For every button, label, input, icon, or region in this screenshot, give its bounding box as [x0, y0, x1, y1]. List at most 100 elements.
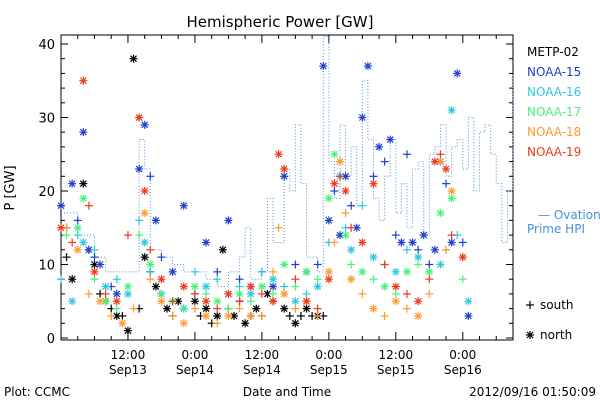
noaa-18-south-point	[425, 289, 434, 298]
noaa-15-north-point	[324, 216, 333, 225]
marker-stroke-d2	[409, 239, 416, 246]
noaa-18-north-point	[118, 319, 127, 328]
ovation-step-line	[61, 36, 514, 288]
noaa-18-south-point	[291, 304, 300, 313]
marker-legend-south: south	[526, 298, 574, 312]
marker-stroke-d2	[280, 305, 288, 313]
legend-noaa-16: NOAA-16	[527, 85, 581, 99]
marker-stroke-d2	[403, 268, 411, 276]
marker-stroke-d2	[280, 165, 288, 173]
marker-stroke-d2	[224, 216, 232, 224]
noaa-15-south-point	[414, 245, 423, 254]
noaa-17-north-point	[190, 282, 199, 291]
marker-stroke-d2	[202, 297, 210, 305]
marker-stroke-d2	[85, 246, 93, 254]
x-tick-date-label: Sep13	[109, 363, 147, 377]
marker-stroke-d2	[280, 261, 288, 268]
marker-stroke-d2	[202, 305, 210, 313]
noaa-15-north-point	[269, 282, 278, 291]
noaa-17-north-point	[447, 194, 456, 203]
timestamp: 2012/09/16 01:50:09	[469, 385, 596, 399]
marker-stroke-d2	[381, 283, 389, 290]
noaa-19-south-point	[347, 223, 356, 232]
marker-stroke-d2	[202, 312, 210, 320]
noaa-16-south-point	[135, 216, 144, 225]
plot-credit: Plot: CCMC	[4, 385, 70, 399]
marker-legend-stroke	[526, 331, 534, 339]
noaa-16-north-point	[391, 267, 400, 276]
marker-stroke-d2	[397, 239, 405, 246]
noaa-18-north-point	[73, 245, 82, 254]
noaa-15-north-point	[358, 113, 367, 122]
marker-stroke-d2	[264, 290, 271, 298]
metp-02-south-point	[118, 311, 127, 320]
noaa-17-south-point	[90, 275, 99, 284]
marker-stroke-d2	[425, 268, 433, 276]
noaa-16-north-point	[414, 253, 423, 262]
metp-02-north-point	[129, 54, 138, 63]
noaa-18-south-point	[402, 304, 411, 313]
noaa-18-north-point	[347, 275, 356, 284]
legend-metp-02: METP-02	[527, 45, 579, 59]
marker-stroke-d2	[336, 158, 344, 166]
noaa-15-north-point	[363, 62, 372, 71]
marker-stroke-d2	[241, 319, 249, 327]
marker-stroke-d2	[358, 268, 366, 276]
ovation-legend-label-2: Prime HPI	[527, 222, 585, 236]
marker-stroke-d2	[353, 224, 361, 232]
noaa-16-north-point	[246, 289, 255, 298]
noaa-15-north-point	[386, 135, 395, 144]
marker-stroke-d2	[319, 62, 327, 70]
marker-stroke-d2	[113, 297, 121, 305]
noaa-19-north-point	[280, 164, 289, 173]
marker-stroke-d2	[68, 297, 76, 305]
marker-stroke-d2	[79, 180, 87, 188]
noaa-17-north-point	[402, 267, 411, 276]
ovation-series	[61, 36, 514, 288]
marker-stroke-d2	[459, 253, 467, 261]
noaa-17-north-point	[380, 282, 389, 291]
legend-noaa-18: NOAA-18	[527, 125, 581, 139]
noaa-16-north-point	[202, 282, 211, 291]
marker-stroke-d2	[331, 180, 338, 188]
marker-legend: south north	[526, 298, 574, 342]
noaa-19-north-point	[414, 297, 423, 306]
noaa-18-north-point	[324, 267, 333, 276]
marker-stroke-d2	[442, 165, 450, 173]
noaa-18-south-point	[190, 304, 199, 313]
marker-stroke-d2	[291, 297, 299, 305]
noaa-17-south-point	[202, 289, 211, 298]
noaa-15-south-point	[369, 172, 378, 181]
marker-stroke-d2	[325, 275, 333, 283]
x-tick-date-label: Sep14	[243, 363, 281, 377]
marker-stroke-d2	[453, 69, 461, 77]
noaa-17-south-point	[224, 304, 233, 313]
noaa-19-north-point	[358, 238, 367, 247]
noaa-17-north-point	[341, 231, 350, 240]
noaa-16-north-point	[269, 275, 278, 284]
noaa-18-south-point	[269, 267, 278, 276]
noaa-17-south-point	[135, 231, 144, 240]
marker-stroke-d2	[325, 194, 333, 202]
noaa-15-south-point	[425, 260, 434, 269]
marker-stroke-d2	[130, 55, 137, 63]
marker-stroke-d2	[342, 172, 350, 180]
marker-stroke-d2	[230, 312, 238, 320]
marker-stroke-d2	[342, 187, 350, 195]
marker-stroke-d2	[392, 268, 400, 276]
noaa-17-north-point	[235, 289, 244, 298]
marker-stroke-d2	[158, 275, 165, 283]
legend-noaa-17: NOAA-17	[527, 105, 581, 119]
marker-stroke-d2	[448, 239, 456, 246]
noaa-16-south-point	[302, 289, 311, 298]
marker-stroke-d2	[431, 158, 439, 166]
noaa-16-south-point	[112, 275, 121, 284]
noaa-18-north-point	[246, 311, 255, 320]
noaa-19-south-point	[257, 289, 266, 298]
marker-stroke-d2	[135, 165, 143, 173]
marker-stroke-d2	[146, 261, 154, 268]
marker-stroke-d2	[113, 290, 121, 298]
marker-stroke-d2	[141, 187, 149, 195]
noaa-18-south-point	[213, 319, 222, 328]
marker-stroke-d2	[370, 180, 377, 188]
